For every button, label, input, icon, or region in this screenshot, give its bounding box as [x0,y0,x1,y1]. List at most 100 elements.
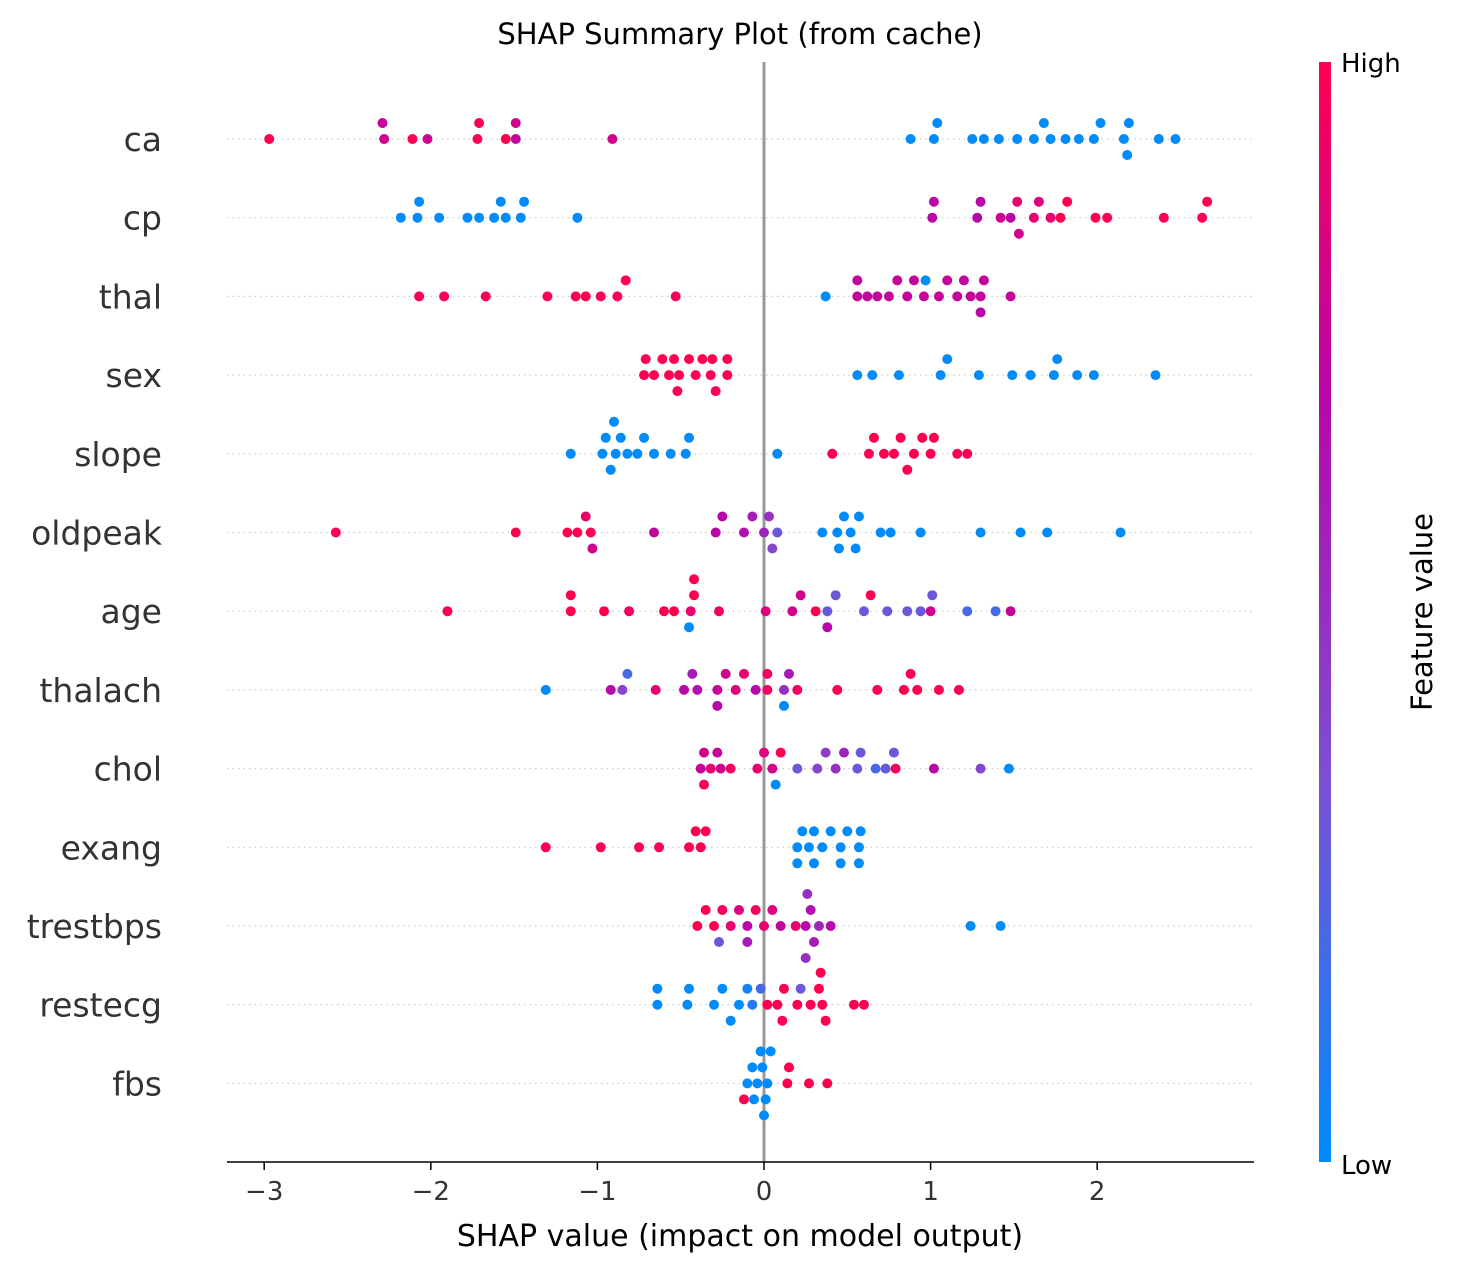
point-restecg-10 [762,999,773,1010]
point-restecg-21 [777,1015,788,1026]
point-restecg-20 [858,999,869,1010]
point-sex-25 [1052,354,1063,365]
point-thalach-2 [617,684,628,695]
point-trestbps-5 [734,905,745,915]
point-thalach-18 [872,684,883,695]
point-ca-6 [474,118,485,128]
point-trestbps-11 [790,921,801,931]
point-ca-23 [1088,134,1099,144]
point-thal-23 [958,275,969,286]
point-slope-6 [622,448,633,459]
point-trestbps-8 [759,921,769,931]
feature-label-thal: thal [99,277,162,316]
point-exang-5 [690,826,701,837]
point-thalach-23 [953,684,964,695]
point-trestbps-16 [825,921,836,931]
point-ca-13 [932,118,943,128]
point-age-14 [810,606,821,617]
point-age-1 [565,606,576,617]
point-fbs-6 [755,1046,766,1057]
point-cp-28 [1197,212,1208,223]
point-sex-21 [973,370,984,381]
point-oldpeak-13 [763,511,774,522]
point-restecg-15 [805,999,816,1010]
point-thal-9 [670,291,681,302]
point-thalach-11 [739,668,750,679]
point-chol-6 [752,763,763,774]
point-cp-9 [515,212,526,223]
point-oldpeak-19 [853,511,864,522]
point-restecg-7 [742,983,753,994]
point-oldpeak-28 [833,543,844,554]
point-chol-7 [759,747,769,758]
point-thalach-15 [783,668,794,679]
point-sex-16 [852,370,863,381]
point-thalach-7 [692,684,703,695]
point-cp-29 [1202,196,1213,207]
point-thalach-13 [762,684,773,695]
point-slope-21 [908,448,919,459]
point-thalach-4 [650,684,661,695]
point-slope-7 [632,448,643,459]
point-slope-2 [600,432,611,443]
point-exang-16 [853,842,864,853]
point-thal-20 [933,291,944,302]
point-cp-21 [1033,196,1044,207]
point-exang-18 [808,858,819,869]
colorbar-low-label: Low [1341,1151,1392,1181]
point-oldpeak-8 [710,527,721,538]
point-thal-7 [612,291,623,302]
point-restecg-5 [717,983,728,994]
point-trestbps-14 [808,937,819,947]
point-cp-19 [1013,228,1024,239]
point-oldpeak-27 [1115,527,1126,538]
point-sex-28 [1150,370,1161,381]
point-sex-6 [674,370,685,381]
point-sex-19 [935,370,946,381]
point-restecg-19 [848,999,859,1010]
point-oldpeak-2 [562,527,573,538]
point-cp-1 [412,212,423,223]
point-chol-4 [715,763,726,774]
point-exang-8 [792,842,803,853]
feature-label-cp: cp [123,199,162,238]
point-ca-22 [1073,134,1084,144]
x-axis-ticks: −3 −2 −1 0 1 2 [245,1162,1105,1207]
point-sex-15 [657,354,668,365]
point-exang-11 [808,826,819,837]
point-chol-0 [695,763,706,774]
point-oldpeak-17 [838,511,849,522]
point-exang-13 [825,826,836,837]
point-fbs-7 [760,1094,771,1105]
point-fbs-4 [762,1078,773,1089]
point-cp-17 [1005,212,1016,223]
point-exang-2 [634,842,645,853]
point-thalach-21 [912,684,923,695]
point-thalach-20 [905,668,916,679]
point-age-7 [685,606,696,617]
point-trestbps-2 [709,921,720,931]
point-oldpeak-21 [875,527,886,538]
point-chol-22 [1003,763,1014,774]
point-cp-12 [927,212,938,223]
point-age-16 [830,590,841,601]
point-thalach-0 [540,684,551,695]
point-thalach-5 [679,684,690,695]
point-trestbps-3 [717,905,728,915]
point-exang-9 [797,826,808,837]
point-restecg-12 [778,983,789,994]
point-trestbps-21 [742,937,753,947]
point-restecg-1 [652,983,663,994]
point-thal-4 [570,291,581,302]
point-exang-4 [684,842,695,853]
point-oldpeak-18 [845,527,856,538]
point-age-20 [902,606,913,617]
point-chol-13 [830,763,841,774]
point-sex-5 [672,386,683,397]
point-chol-14 [838,747,849,758]
point-sex-1 [640,354,651,365]
point-trestbps-0 [692,921,703,931]
point-chol-21 [975,763,986,774]
point-age-15 [822,606,833,617]
